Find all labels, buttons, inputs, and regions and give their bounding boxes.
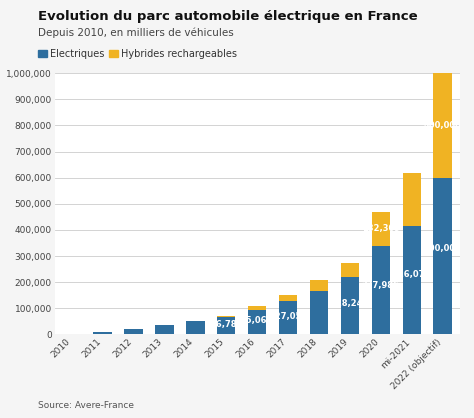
Text: 66,787: 66,787 [210,320,242,329]
Bar [341,278,359,334]
Bar [248,306,266,310]
Bar [279,301,297,334]
Text: 416,072: 416,072 [392,270,431,279]
Text: 337,986: 337,986 [362,281,400,291]
Text: 600,000: 600,000 [424,244,462,253]
Bar [155,325,173,334]
Bar [279,295,297,301]
Legend: Electriques, Hybrides rechargeables: Electriques, Hybrides rechargeables [38,49,237,59]
Text: Source: Avere-France: Source: Avere-France [38,401,134,410]
Bar [93,332,112,334]
Bar [124,329,143,334]
Text: 400,000: 400,000 [424,121,462,130]
Bar [310,280,328,291]
Bar [434,178,452,334]
Text: Evolution du parc automobile électrique en France: Evolution du parc automobile électrique … [38,10,418,23]
Bar [310,291,328,334]
Bar [372,246,390,334]
Text: 218,249: 218,249 [331,298,369,308]
Bar [402,226,421,334]
Bar [434,73,452,178]
Bar [217,317,236,334]
Text: 95,065: 95,065 [241,316,273,325]
Bar [402,173,421,226]
Bar [372,212,390,246]
Bar [341,263,359,278]
Text: 127,059: 127,059 [269,312,307,321]
Bar [217,316,236,317]
Bar [186,321,205,334]
Text: Depuis 2010, en milliers de véhicules: Depuis 2010, en milliers de véhicules [38,27,234,38]
Bar [248,310,266,334]
Text: 132,309: 132,309 [362,224,400,233]
